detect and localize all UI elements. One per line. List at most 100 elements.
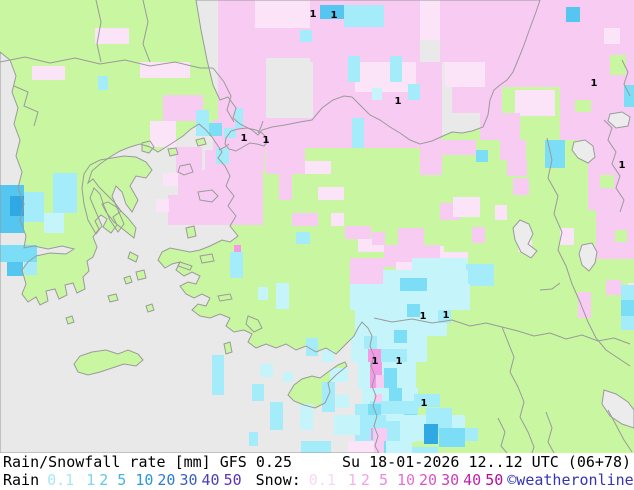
- rain-cell: [439, 428, 465, 447]
- snow-cell: [156, 199, 169, 212]
- river-line-3: [607, 409, 633, 453]
- precip-value-label: 1: [420, 311, 427, 322]
- island-14: [128, 252, 138, 262]
- coastline-0: [0, 51, 380, 453]
- snow-cell: [234, 245, 241, 252]
- land-gap: [610, 55, 626, 75]
- snow-cell: [176, 147, 202, 173]
- island-coast-0: [81, 155, 153, 235]
- snow-cell: [178, 170, 263, 195]
- island-12: [136, 270, 146, 280]
- rain-threshold-40: 40: [201, 471, 220, 489]
- island-coast-14: [127, 251, 139, 263]
- rain-cell: [212, 355, 224, 395]
- border-line-2: [95, 0, 102, 63]
- precip-value-label: 1: [421, 398, 428, 409]
- island-coast-9: [217, 293, 233, 302]
- rain-cell: [322, 382, 335, 412]
- land-gap: [575, 100, 591, 112]
- rain-cell: [235, 108, 243, 128]
- snow-cell: [452, 87, 502, 113]
- border-line-5: [373, 317, 503, 328]
- border-line-3: [212, 67, 235, 123]
- island-6: [186, 226, 196, 238]
- rain-cell: [252, 384, 264, 401]
- snow-cell: [604, 28, 620, 44]
- lake-1: [571, 139, 596, 164]
- snow-threshold-20: 20: [419, 471, 438, 489]
- map-title: Rain/Snowfall rate [mm] GFS 0.25: [3, 453, 292, 471]
- island-coast-12: [135, 269, 147, 281]
- island-coast-11: [223, 341, 233, 355]
- rain-cell: [370, 401, 418, 414]
- legend-scale-row: Rain 0.1 1 2 5 10 20 30 40 50 Snow: 0.1 1 2 5 10 20 30…: [0, 471, 634, 489]
- border-line-0: [0, 56, 213, 69]
- snow-cell: [420, 140, 442, 175]
- island-coast-6: [185, 225, 197, 239]
- rain-cell: [10, 196, 24, 216]
- snow-cell: [507, 160, 527, 176]
- snow-scale-label: Snow:: [255, 471, 301, 489]
- rain-cell: [270, 402, 283, 430]
- island-0: [82, 156, 152, 234]
- snow-cell: [279, 174, 292, 200]
- rain-threshold-5: 5: [117, 471, 127, 489]
- rain-cell: [389, 388, 402, 401]
- lake-4: [601, 389, 634, 429]
- rain-cell: [230, 252, 243, 278]
- rain-threshold-50: 50: [223, 471, 242, 489]
- legend-bar: Rain/Snowfall rate [mm] GFS 0.25 Su 18-0…: [0, 453, 634, 490]
- rain-cell: [260, 364, 273, 377]
- rain-threshold-1: 1: [86, 471, 96, 489]
- rain-cell: [336, 395, 349, 408]
- rain-cell: [209, 123, 222, 136]
- river-line-0: [546, 137, 631, 367]
- rain-cell: [330, 368, 348, 382]
- rain-cell: [276, 283, 289, 309]
- island-11: [224, 342, 232, 354]
- island-coast-20: [287, 361, 348, 409]
- watermark: ©weatheronline.co.uk: [507, 471, 634, 489]
- precip-value-label: 1: [372, 356, 379, 367]
- border-line-6: [501, 326, 535, 453]
- island-1: [102, 202, 136, 238]
- rain-scale-label: Rain: [3, 471, 40, 489]
- rain-cell: [300, 404, 313, 430]
- rain-threshold-10: 10: [135, 471, 154, 489]
- island-coast-7: [199, 253, 215, 264]
- rain-cell: [566, 7, 580, 22]
- snow-cell: [578, 292, 591, 318]
- snow-threshold-40: 40: [463, 471, 482, 489]
- island-17: [66, 316, 74, 324]
- snow-cell: [376, 375, 384, 388]
- snow-threshold-2: 2: [360, 471, 370, 489]
- river-line-4: [539, 282, 561, 291]
- border-line-10: [257, 120, 264, 134]
- snow-cell: [205, 150, 265, 170]
- rain-cell: [390, 56, 402, 82]
- snow-cell: [440, 140, 476, 155]
- precip-value-label: 1: [263, 135, 270, 146]
- snow-cell: [445, 62, 485, 87]
- rain-cell: [283, 372, 293, 382]
- snow-cell: [374, 394, 382, 402]
- snow-cell: [515, 90, 555, 116]
- precip-value-label: 1: [310, 9, 317, 20]
- rain-cell: [545, 140, 565, 168]
- precip-value-label: 1: [619, 160, 626, 171]
- rain-cell: [424, 424, 438, 444]
- rain-cell: [249, 432, 258, 446]
- snow-cell: [368, 349, 381, 362]
- rain-cell: [400, 278, 427, 291]
- rain-cell: [344, 5, 384, 27]
- land-gap: [615, 230, 627, 242]
- rain-cell: [372, 88, 382, 100]
- island-coast-17: [65, 315, 75, 325]
- island-coast-8: [177, 261, 193, 271]
- rain-cell: [348, 56, 360, 82]
- snow-cell: [345, 226, 371, 239]
- snow-cell: [348, 441, 374, 453]
- rain-cell: [386, 441, 412, 453]
- snow-cell: [305, 161, 331, 174]
